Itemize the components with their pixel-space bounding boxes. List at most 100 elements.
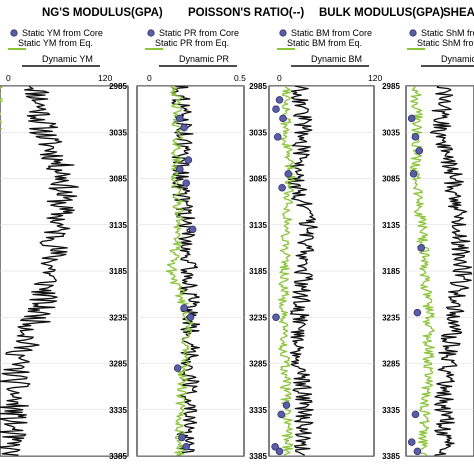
legend: Static ShM fromStatic ShM from Dynamic xyxy=(407,28,474,67)
depth-tick-label: 3185 xyxy=(382,267,400,276)
core-point xyxy=(178,433,186,442)
legend-dyn-label: Dynamic xyxy=(441,54,474,64)
core-point xyxy=(273,133,282,141)
core-point xyxy=(413,447,422,456)
core-point xyxy=(411,410,420,419)
depth-tick-label: 3135 xyxy=(382,221,400,230)
static-eq-curve xyxy=(277,86,296,456)
depth-tick-label: 2985 xyxy=(382,82,400,91)
plot-area xyxy=(406,86,474,456)
legend-core-label: Static ShM from xyxy=(421,28,474,38)
plot-area xyxy=(137,86,244,456)
panel-1: NG'S MODULUS(GPA) Static YM from CoreStat… xyxy=(0,7,163,457)
legend-dyn-label: Dynamic BM xyxy=(311,54,362,64)
legend-core-marker xyxy=(409,29,417,37)
panel-4: SHEAR MODUL Static ShM fromStatic ShM fro… xyxy=(405,7,474,457)
depth-tick-label: 3085 xyxy=(249,175,267,184)
core-point xyxy=(407,114,416,123)
dynamic-curve xyxy=(0,86,79,456)
panel-title: POISSON'S RATIO(--) xyxy=(188,7,304,19)
panel-title: SHEAR MODUL xyxy=(443,7,474,19)
depth-tick-label: 3285 xyxy=(109,360,127,369)
core-point xyxy=(407,438,416,446)
depth-axis: 2985 3035 3085 3135 3185 3235 3285 3335 3385 xyxy=(249,82,267,461)
x-tick-label: 0 xyxy=(6,73,11,83)
depth-tick-label: 3335 xyxy=(382,406,400,415)
x-tick-label: 0 xyxy=(147,73,152,83)
core-point xyxy=(271,442,279,451)
plot-area xyxy=(269,86,374,456)
core-point xyxy=(275,447,284,456)
depth-tick-label: 3135 xyxy=(249,221,267,230)
x-tick-label: 0 xyxy=(277,73,282,83)
depth-tick-label: 3085 xyxy=(109,175,127,184)
depth-tick-label: 3185 xyxy=(249,267,267,276)
core-point xyxy=(282,401,291,409)
core-point xyxy=(188,225,197,234)
core-point xyxy=(184,156,193,164)
core-point xyxy=(278,183,286,192)
static-eq-curve xyxy=(165,86,194,456)
depth-tick-label: 3285 xyxy=(382,360,400,369)
plot-area xyxy=(0,86,128,456)
depth-tick-label: 3335 xyxy=(249,406,267,415)
core-point xyxy=(277,410,286,419)
depth-tick-label: 3085 xyxy=(382,175,400,184)
legend-core-marker xyxy=(147,29,155,37)
depth-tick-label: 3385 xyxy=(249,452,267,461)
core-point xyxy=(182,179,191,187)
depth-tick-label: 2985 xyxy=(109,82,127,91)
panel-2: POISSON'S RATIO(--) Static PR from CoreSt… xyxy=(136,7,304,457)
core-point xyxy=(411,133,420,141)
dynamic-curve xyxy=(287,86,318,456)
core-point xyxy=(417,244,426,252)
legend-core-marker xyxy=(10,29,18,37)
depth-tick-label: 3285 xyxy=(249,360,267,369)
legend-core-marker xyxy=(279,29,287,37)
core-point xyxy=(180,304,188,312)
core-point xyxy=(413,308,422,317)
core-point xyxy=(182,442,191,451)
depth-tick-label: 2985 xyxy=(249,82,267,91)
depth-tick-label: 3335 xyxy=(109,406,127,415)
legend-core-label: Static YM from Core xyxy=(22,28,103,38)
depth-tick-label: 3035 xyxy=(382,128,400,137)
depth-axis: 2985 3035 3085 3135 3185 3235 3285 3335 3385 xyxy=(382,82,400,461)
depth-tick-label: 3035 xyxy=(249,128,267,137)
panel-3: BULK MODULUS(GPA) Static BM from CoreStat… xyxy=(268,7,444,457)
legend-dyn-label: Dynamic PR xyxy=(179,54,230,64)
core-point xyxy=(272,313,280,322)
x-tick-label: 120 xyxy=(98,73,112,83)
depth-axis: 2985 3035 3085 3135 3185 3235 3285 3335 3385 xyxy=(109,82,127,461)
core-point xyxy=(176,114,184,123)
depth-tick-label: 3135 xyxy=(109,221,127,230)
legend-eq-label: Static BM from Eq. xyxy=(287,38,362,48)
core-point xyxy=(409,170,418,178)
depth-tick-label: 3385 xyxy=(109,452,127,461)
x-tick-label: 120 xyxy=(368,73,382,83)
x-tick-label: 0.5 xyxy=(234,73,246,83)
depth-tick-label: 3235 xyxy=(249,313,267,322)
panel-title: BULK MODULUS(GPA) xyxy=(319,7,444,19)
core-point xyxy=(186,313,195,322)
panel-title: NG'S MODULUS(GPA) xyxy=(42,7,163,19)
depth-tick-label: 3235 xyxy=(109,313,127,322)
core-point xyxy=(180,123,188,132)
core-point xyxy=(415,146,424,155)
core-point xyxy=(173,364,182,372)
core-point xyxy=(176,165,184,174)
depth-tick-label: 3185 xyxy=(109,267,127,276)
legend-eq-label: Static PR from Eq. xyxy=(155,38,229,48)
legend-core-label: Static PR from Core xyxy=(159,28,239,38)
legend-eq-label: Static ShM from xyxy=(417,38,474,48)
depth-tick-label: 3235 xyxy=(382,313,400,322)
core-point xyxy=(272,105,280,113)
depth-tick-label: 3385 xyxy=(382,452,400,461)
legend-core-label: Static BM from Core xyxy=(291,28,372,38)
legend-dyn-label: Dynamic YM xyxy=(42,54,93,64)
